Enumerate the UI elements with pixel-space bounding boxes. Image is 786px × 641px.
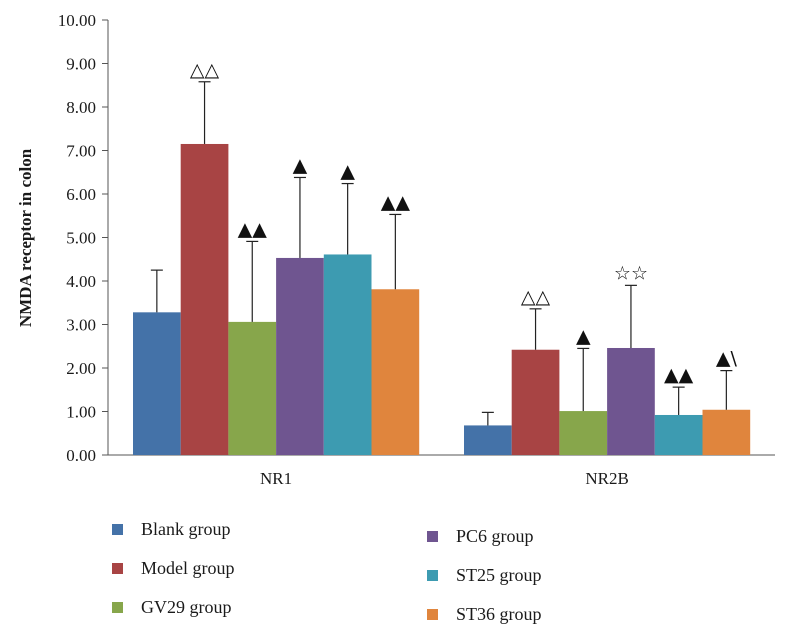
category-labels: NR1 NR2B	[260, 469, 629, 488]
bar	[559, 411, 608, 455]
error-bars	[150, 81, 733, 426]
significance-mark: ▲	[293, 154, 308, 176]
bar	[371, 289, 420, 455]
bar	[464, 425, 512, 455]
bar	[276, 257, 324, 455]
significance-mark: ▲▲	[381, 191, 411, 213]
y-tick-label: 8.00	[66, 98, 96, 117]
y-tick-label: 5.00	[66, 229, 96, 248]
bar	[607, 347, 655, 455]
significance-mark: ▲▲	[664, 364, 694, 386]
y-tick-label: 3.00	[66, 316, 96, 335]
y-axis-label: NMDA receptor in colon	[16, 148, 35, 327]
significance-mark: ▲\	[716, 348, 738, 370]
significance-mark: △△	[521, 286, 551, 308]
y-tick-label: 6.00	[66, 185, 96, 204]
y-tick-label: 10.00	[58, 11, 96, 30]
y-tick-label: 1.00	[66, 403, 96, 422]
significance-mark: ☆☆	[614, 262, 648, 284]
bars	[133, 143, 751, 455]
significance-mark: △△	[190, 59, 220, 81]
significance-mark: ▲	[576, 325, 591, 347]
significance-marks: △△▲▲▲ ▲▲▲△△▲☆☆▲▲▲\	[190, 59, 738, 386]
bar	[133, 312, 181, 455]
bar	[180, 143, 229, 455]
bar	[702, 409, 751, 455]
bar	[511, 349, 560, 455]
y-tick-label: 4.00	[66, 272, 96, 291]
y-tick-label: 9.00	[66, 55, 96, 74]
significance-mark: ▲	[340, 161, 355, 183]
category-label: NR2B	[585, 469, 628, 488]
significance-mark: ▲▲	[238, 218, 268, 240]
bar	[323, 254, 372, 455]
y-ticks: 0.00 1.00 2.00 3.00 4.00 5.00 6.00 7.00 8.00 9.00…	[58, 11, 108, 465]
y-tick-label: 7.00	[66, 142, 96, 161]
bar	[228, 321, 277, 455]
bar	[654, 414, 703, 455]
category-label: NR1	[260, 469, 292, 488]
y-tick-label: 0.00	[66, 446, 96, 465]
y-tick-label: 2.00	[66, 359, 96, 378]
